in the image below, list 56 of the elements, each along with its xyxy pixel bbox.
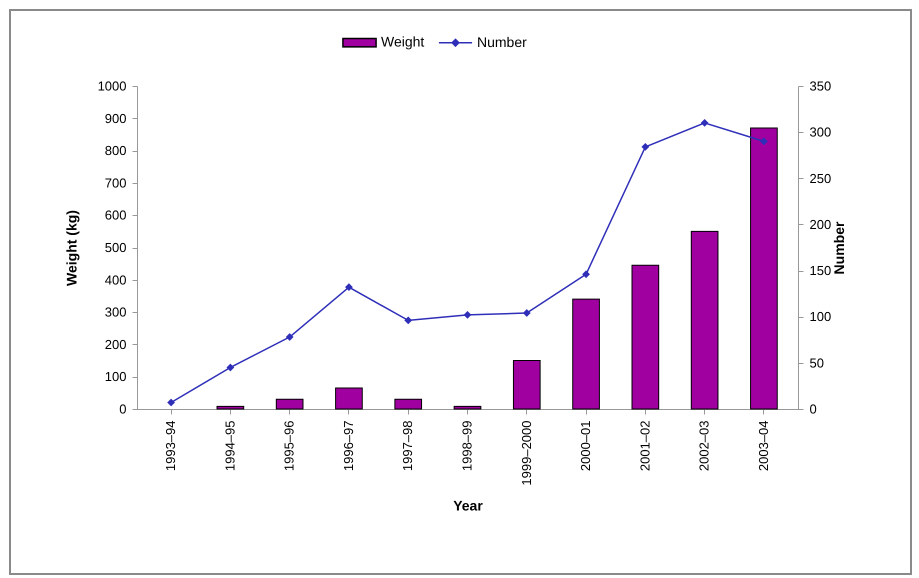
point xyxy=(760,138,768,146)
point xyxy=(582,270,590,278)
x-tick-label: 1998–99 xyxy=(460,420,474,472)
x-tick-label: 1997–98 xyxy=(400,420,416,472)
y-tick-label: 600 xyxy=(104,208,126,223)
y-tick-label: 1000 xyxy=(98,78,126,94)
y-tick-label: 200 xyxy=(104,336,126,352)
bar xyxy=(750,127,778,410)
legend-label: Weight xyxy=(381,34,424,50)
y2-axis-title: Number xyxy=(831,221,848,274)
y-tick-label: 500 xyxy=(104,240,126,255)
point xyxy=(641,143,650,151)
point xyxy=(226,364,234,372)
point xyxy=(522,309,531,317)
y2-tick-label: 350 xyxy=(810,78,832,94)
x-tick-label: 2001–02 xyxy=(637,420,652,472)
y-tick-label: 800 xyxy=(104,143,126,158)
y2-tick-label: 0 xyxy=(810,402,817,416)
x-tick-label: 1995–96 xyxy=(282,420,297,472)
x-tick-label: 2003–04 xyxy=(756,420,771,472)
x-tick-label: 1996–97 xyxy=(340,420,356,472)
legend-label: Number xyxy=(477,34,528,50)
y2-tick-label: 50 xyxy=(810,355,824,370)
point xyxy=(345,283,353,292)
x-axis-title: Year xyxy=(453,498,484,514)
y-tick-label: 100 xyxy=(104,369,126,384)
y-tick-label: 0 xyxy=(119,402,126,416)
y-axis-title: Weight (kg) xyxy=(64,210,80,286)
y2-tick-label: 250 xyxy=(810,170,832,186)
y2-tick-label: 200 xyxy=(810,216,832,232)
x-tick-label: 2002–03 xyxy=(696,420,712,472)
x-tick-label: 1999–2000 xyxy=(518,420,534,486)
bar xyxy=(335,388,363,410)
bar xyxy=(512,360,541,410)
bar xyxy=(276,398,304,410)
x-tick-label: 1994–95 xyxy=(222,420,238,472)
y2-tick-label: 150 xyxy=(810,263,832,278)
x-tick-label: 1993–94 xyxy=(163,420,178,472)
point xyxy=(167,398,175,406)
y2-tick-label: 300 xyxy=(810,124,832,140)
y-tick-label: 400 xyxy=(104,272,126,288)
bar xyxy=(572,298,600,410)
y-tick-label: 300 xyxy=(104,304,126,320)
point xyxy=(464,310,472,319)
bar xyxy=(690,230,718,410)
y-tick-label: 900 xyxy=(104,110,126,126)
bar xyxy=(216,406,244,410)
y-tick-label: 700 xyxy=(104,175,126,190)
point xyxy=(286,333,294,341)
y2-tick-label: 100 xyxy=(810,309,832,324)
bar xyxy=(632,264,660,410)
point xyxy=(700,119,709,127)
point xyxy=(404,316,412,324)
bar xyxy=(454,406,482,410)
bar xyxy=(394,398,422,410)
x-tick-label: 2000–01 xyxy=(578,420,594,472)
